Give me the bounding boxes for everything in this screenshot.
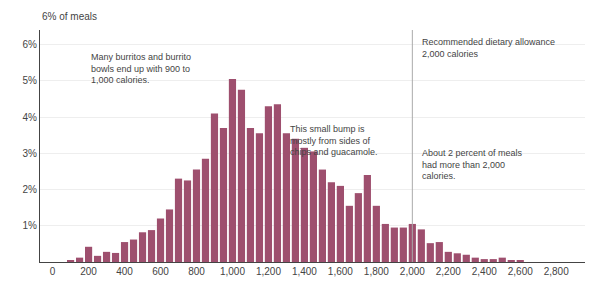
svg-text:2,800: 2,800: [544, 266, 569, 277]
svg-text:1,600: 1,600: [328, 266, 353, 277]
svg-text:3%: 3%: [23, 148, 38, 159]
svg-text:6% of meals: 6% of meals: [42, 11, 97, 22]
svg-text:2,200: 2,200: [436, 266, 461, 277]
svg-text:200: 200: [80, 266, 97, 277]
svg-text:1,400: 1,400: [292, 266, 317, 277]
svg-text:Recommended dietary allowance2: Recommended dietary allowance2,000 calor…: [422, 37, 555, 59]
svg-text:This small bump ismostly from: This small bump ismostly from sides ofch…: [290, 124, 378, 157]
svg-text:600: 600: [152, 266, 169, 277]
svg-text:2%: 2%: [23, 184, 38, 195]
svg-text:About 2 percent of mealshad mo: About 2 percent of mealshad more than 2,…: [422, 148, 523, 181]
svg-text:5%: 5%: [23, 75, 38, 86]
svg-text:1%: 1%: [23, 220, 38, 231]
svg-text:4%: 4%: [23, 112, 38, 123]
svg-text:2,400: 2,400: [472, 266, 497, 277]
svg-text:1,000: 1,000: [220, 266, 245, 277]
svg-text:0: 0: [50, 266, 56, 277]
svg-text:Many burritos and burritobowls: Many burritos and burritobowls end up wi…: [91, 52, 191, 85]
svg-text:6%: 6%: [23, 39, 38, 50]
svg-text:800: 800: [188, 266, 205, 277]
svg-text:1,200: 1,200: [256, 266, 281, 277]
svg-text:2,600: 2,600: [508, 266, 533, 277]
svg-text:1,800: 1,800: [364, 266, 389, 277]
svg-text:400: 400: [116, 266, 133, 277]
svg-text:2,000: 2,000: [400, 266, 425, 277]
